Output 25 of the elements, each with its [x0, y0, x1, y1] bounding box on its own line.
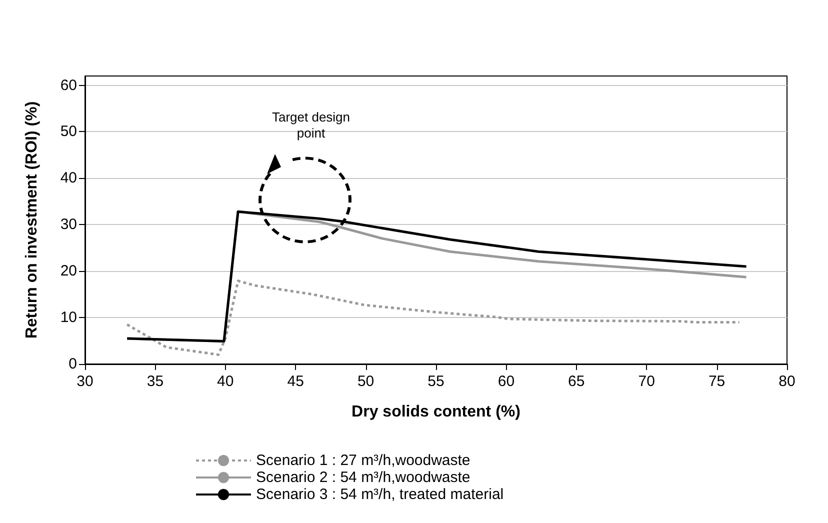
x-tick-label: 55	[428, 373, 444, 390]
x-tick-label: 65	[568, 373, 585, 390]
x-axis-title: Dry solids content (%)	[352, 404, 520, 420]
x-tick-label: 60	[498, 373, 515, 390]
line-series	[126, 280, 741, 356]
legend-label: Scenario 3 : 54 m³/h, treated material	[256, 486, 504, 503]
y-axis-title: Return on investment (ROI) (%)	[24, 101, 40, 339]
x-tick-label: 35	[146, 373, 164, 390]
annotation: Target design point	[272, 110, 350, 140]
x-tick-label: 70	[638, 373, 655, 390]
y-tick-label: 50	[60, 123, 77, 140]
y-tick-label: 0	[68, 356, 77, 372]
x-tick-label: 80	[778, 373, 796, 390]
legend-label: Scenario 2 : 54 m³/h,woodwaste	[256, 469, 470, 486]
x-tick-label: 30	[76, 373, 94, 390]
y-tick-label: 60	[60, 76, 77, 94]
y-tick-label: 10	[60, 309, 77, 326]
y-tick-label: 40	[60, 170, 77, 187]
x-tick-label: 45	[287, 373, 304, 390]
x-tick-label: 75	[708, 373, 726, 390]
legend-label: Scenario 1 : 27 m³/h,woodwaste	[256, 452, 470, 469]
y-tick-label: 20	[60, 262, 77, 280]
y-tick-label: 30	[60, 216, 77, 234]
x-tick-label: 40	[217, 373, 234, 390]
x-tick-label: 50	[357, 373, 374, 390]
